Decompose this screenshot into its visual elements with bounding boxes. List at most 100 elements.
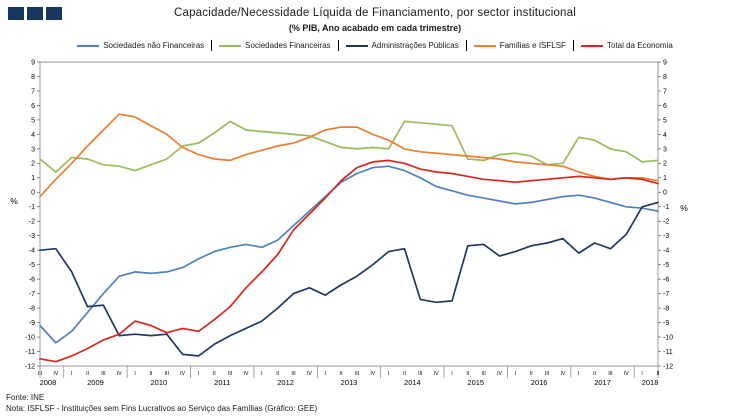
svg-text:I: I [641,371,642,377]
svg-text:8: 8 [31,74,35,81]
svg-text:II: II [340,371,343,377]
svg-text:1: 1 [31,175,35,182]
logo-square [27,7,43,20]
svg-text:4: 4 [663,132,667,139]
svg-text:III: III [545,371,549,377]
svg-text:I: I [134,371,135,377]
svg-text:-7: -7 [29,291,35,298]
svg-text:-1: -1 [663,204,669,211]
legend-line-swatch [345,44,368,47]
logo-square [46,7,62,20]
svg-text:6: 6 [663,103,667,110]
svg-text:IV: IV [497,371,502,377]
svg-text:I: I [325,371,326,377]
svg-text:III: III [165,371,169,377]
svg-text:-6: -6 [663,277,669,284]
svg-text:III: III [228,371,232,377]
svg-text:IV: IV [370,371,375,377]
x-axis-years: 2008 2009 2010 2011 2012 2013 2014 2015 2016 2017… [40,366,659,387]
svg-text:7: 7 [31,88,35,95]
legend: Sociedades não Financeiras Sociedades Fin… [0,40,750,51]
svg-text:-6: -6 [29,277,35,284]
svg-text:IV: IV [117,371,122,377]
legend-separator [337,40,339,51]
svg-text:-3: -3 [29,233,35,240]
svg-text:-5: -5 [29,262,35,269]
svg-text:2009: 2009 [87,378,104,387]
plot-frame [39,61,659,367]
y-axis-label-right: % [680,203,688,213]
svg-text:I: I [261,371,262,377]
svg-text:5: 5 [31,117,35,124]
svg-text:IV: IV [244,371,249,377]
svg-text:-9: -9 [29,320,35,327]
svg-text:2: 2 [663,161,667,168]
svg-text:III: III [101,371,105,377]
svg-text:-12: -12 [25,363,35,370]
svg-text:6: 6 [31,103,35,110]
logo-square [8,7,24,20]
series-line-fam-lias-e-isflsf [39,113,659,198]
svg-text:IV: IV [560,371,565,377]
svg-text:-2: -2 [663,219,669,226]
svg-text:-8: -8 [29,305,35,312]
svg-text:2: 2 [31,161,35,168]
legend-line-swatch [219,44,242,47]
svg-text:4: 4 [31,132,35,139]
svg-text:II: II [86,371,89,377]
svg-text:-10: -10 [25,334,35,341]
svg-text:7: 7 [663,88,667,95]
source-note: Fonte: INE [6,393,45,402]
legend-label: Sociedades Financeiras [245,41,331,50]
svg-text:9: 9 [663,59,667,66]
svg-text:-5: -5 [663,262,669,269]
legend-item: Famílias e ISFLSF [467,41,573,50]
svg-text:III: III [355,371,359,377]
svg-text:IV: IV [434,371,439,377]
svg-text:II: II [276,371,279,377]
legend-label: Total da Economia [606,41,673,50]
legend-line-swatch [77,44,100,47]
chart-subtitle: (% PIB, Ano acabado em cada trimestre) [288,23,462,33]
svg-text:I: I [451,371,452,377]
svg-text:I: I [388,371,389,377]
legend-separator [211,40,213,51]
legend-label: Administrações Públicas [371,41,459,50]
svg-text:2012: 2012 [277,378,294,387]
svg-text:2016: 2016 [531,378,548,387]
chart-area: -12 -12 -11 -11 -10 -10 -9 -9 -8 -8 -7 -7 -6 -6 -5 -5 -4… [0,52,750,392]
svg-text:2015: 2015 [467,378,484,387]
svg-text:II: II [403,371,406,377]
svg-text:-3: -3 [663,233,669,240]
svg-text:II: II [149,371,152,377]
svg-text:2018: 2018 [642,378,659,387]
svg-text:-4: -4 [663,248,669,255]
svg-text:IV: IV [307,371,312,377]
svg-text:2008: 2008 [40,378,57,387]
svg-text:3: 3 [31,146,35,153]
y-axes: -12 -12-11 -11-10 -10-9 -9-8 -8-7 -7-6 -6-5 -5-4… [25,59,673,370]
series-line-sociedades-financeiras [39,120,659,173]
svg-text:2010: 2010 [151,378,168,387]
isflsf-note: Nota: ISFLSF - Instituições sem Fins Luc… [6,404,318,413]
series-line-total-da-economia [39,159,659,363]
svg-text:-7: -7 [663,291,669,298]
legend-line-swatch [473,44,496,47]
svg-text:-8: -8 [663,305,669,312]
legend-item: Sociedades não Financeiras [70,41,211,50]
svg-text:0: 0 [663,190,667,197]
legend-label: Sociedades não Financeiras [103,41,205,50]
legend-separator [572,40,574,51]
svg-text:II: II [213,371,216,377]
legend-separator [465,40,467,51]
svg-text:1: 1 [663,175,667,182]
legend-label: Famílias e ISFLSF [499,41,566,50]
svg-text:I: I [578,371,579,377]
svg-text:III: III [291,371,295,377]
series-line-sociedades-n-o-financeiras [39,165,659,344]
svg-text:IV: IV [624,371,629,377]
svg-text:III: III [482,371,486,377]
svg-text:II: II [530,371,533,377]
footer: Fonte: INE Nota: ISFLSF - Instituições s… [6,392,317,414]
svg-text:2011: 2011 [214,378,230,387]
